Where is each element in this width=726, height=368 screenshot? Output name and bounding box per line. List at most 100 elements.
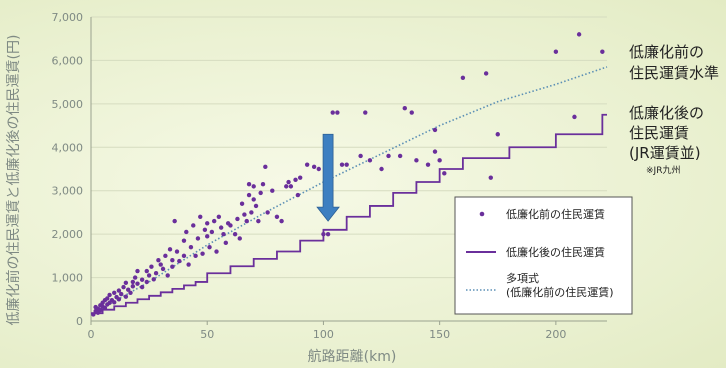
scatter-point [218, 225, 224, 230]
y-tick-label: 4,000 [52, 141, 84, 154]
scatter-point [572, 114, 577, 120]
trend-line [90, 66, 608, 316]
scatter-point [425, 162, 431, 167]
scatter-point [211, 218, 217, 224]
scatter-point [165, 273, 170, 278]
scatter-point [135, 268, 140, 274]
scatter-point [139, 284, 145, 290]
scatter-point [432, 127, 438, 133]
scatter-point [432, 149, 438, 154]
scatter-point [177, 258, 182, 264]
scatter-point [121, 284, 126, 290]
before-scatter-points [91, 32, 605, 317]
scatter-point [160, 266, 166, 272]
gridlines [90, 16, 607, 325]
scatter-point [112, 300, 117, 305]
scatter-point [193, 253, 198, 259]
scatter-point [223, 240, 229, 246]
scatter-point [293, 177, 298, 183]
scatter-point [207, 244, 212, 250]
x-tick-label: 0 [88, 328, 95, 341]
scatter-point [181, 253, 187, 259]
y-tick-label: 7,000 [52, 11, 84, 24]
scatter-point [253, 203, 259, 209]
scatter-point [107, 292, 112, 298]
y-tick-label: 0 [76, 315, 83, 328]
y-tick-label: 1,000 [52, 272, 84, 285]
scatter-point [91, 312, 96, 317]
scatter-point [386, 153, 391, 159]
scatter-point [151, 277, 156, 282]
scatter-point [102, 305, 108, 311]
scatter-point [195, 236, 201, 241]
legend-label-after: 低廉化後の住民運賃 [506, 245, 605, 259]
scatter-point [144, 279, 149, 285]
scatter-point [242, 212, 247, 217]
scatter-point [297, 175, 303, 180]
scatter-point [279, 218, 284, 224]
scatter-point [244, 218, 249, 224]
scatter-point [205, 221, 210, 226]
scatter-point [239, 201, 245, 206]
after-annotation-note: ※JR九州 [646, 165, 680, 176]
scatter-point [221, 231, 226, 237]
scatter-point [123, 294, 129, 299]
scatter-point [251, 184, 256, 189]
scatter-point [249, 210, 254, 215]
after-step-line [91, 113, 607, 315]
scatter-point [112, 290, 117, 295]
after-annotation-line3: (JR運賃並) [629, 144, 701, 162]
scatter-point [130, 279, 136, 285]
scatter-point [495, 132, 500, 137]
scatter-point [295, 192, 301, 198]
x-tick-label: 50 [200, 328, 214, 341]
scatter-point [483, 71, 489, 76]
scatter-point [209, 229, 215, 235]
scatter-point [156, 258, 161, 263]
y-tick-label: 6,000 [52, 54, 84, 67]
scatter-point [553, 49, 559, 54]
scatter-point [286, 179, 291, 185]
scatter-point [172, 218, 177, 224]
scatter-point [116, 288, 122, 293]
scatter-point [167, 247, 173, 252]
scatter-point [98, 307, 103, 313]
scatter-point [260, 182, 266, 187]
arrow-shape [316, 133, 340, 222]
after-annotation-line2: 住民運賃 [629, 124, 689, 142]
scatter-point [132, 275, 138, 280]
y-tick-label: 3,000 [52, 185, 84, 198]
scatter-point [258, 190, 263, 196]
step-polyline [91, 113, 607, 315]
scatter-point [181, 238, 187, 243]
scatter-point [265, 210, 270, 215]
scatter-point [304, 162, 310, 167]
scatter-point [200, 251, 205, 256]
scatter-point [339, 162, 345, 167]
scatter-point [135, 281, 140, 286]
y-axis-label: 低廉化前の住民運賃と低廉化後の住民運賃(円) [5, 35, 22, 326]
scatter-point [330, 110, 335, 115]
y-tick-label: 2,000 [52, 228, 84, 241]
scatter-point [232, 231, 238, 237]
scatter-point [442, 171, 447, 176]
scatter-point [397, 153, 403, 159]
scatter-point [186, 262, 191, 267]
scatter-point [144, 268, 149, 274]
scatter-point [214, 249, 219, 254]
x-tick-label: 200 [545, 328, 566, 341]
scatter-point [335, 110, 340, 115]
scatter-point [316, 166, 321, 172]
scatter-point [274, 214, 280, 219]
scatter-point [363, 110, 368, 115]
legend-label-before: 低廉化前の住民運賃 [506, 207, 605, 221]
legend-label-trend-sub: (低廉化前の住民運賃) [506, 285, 614, 299]
scatter-point [188, 244, 194, 250]
after-annotation-line1: 低廉化後の [629, 104, 704, 122]
scatter-point [202, 227, 208, 232]
scatter-point [153, 271, 159, 276]
scatter-point [170, 264, 175, 269]
scatter-point [105, 296, 110, 301]
